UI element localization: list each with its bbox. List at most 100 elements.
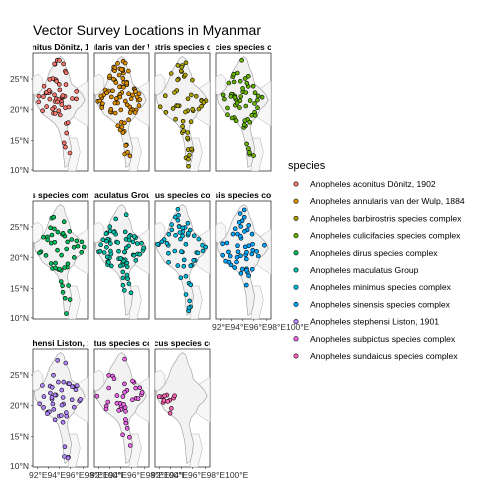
survey-point: [108, 106, 114, 112]
survey-point: [126, 234, 132, 239]
survey-point: [107, 224, 113, 229]
survey-point: [181, 128, 186, 133]
facet-panel: maculatus Group: [93, 190, 150, 320]
legend-key-icon: [293, 198, 299, 204]
survey-point: [57, 87, 63, 93]
survey-point: [124, 425, 130, 431]
survey-point: [100, 101, 105, 106]
legend-title: species: [288, 160, 326, 172]
survey-point: [173, 116, 178, 122]
survey-point: [164, 241, 170, 246]
survey-point: [128, 290, 134, 296]
survey-point: [180, 119, 186, 124]
legend-label: Anopheles maculatus Group: [310, 265, 419, 275]
survey-point: [127, 153, 133, 159]
survey-point: [50, 401, 56, 407]
survey-point: [185, 130, 190, 135]
legend-label: Anopheles dirus species complex: [310, 248, 438, 258]
survey-point: [231, 79, 237, 85]
survey-point: [175, 63, 181, 68]
survey-point: [49, 384, 55, 390]
survey-point: [168, 71, 174, 76]
facet-panel: dirus species complex 25°N 20°N 15°N 10°N: [10, 190, 89, 323]
survey-point: [232, 226, 238, 231]
survey-point: [220, 252, 225, 258]
survey-point: [136, 103, 142, 108]
survey-point: [62, 295, 68, 301]
survey-point: [131, 234, 137, 239]
survey-point: [121, 401, 126, 407]
survey-point: [108, 241, 113, 246]
survey-point: [244, 256, 249, 262]
survey-point: [252, 101, 257, 106]
survey-point: [127, 443, 133, 448]
survey-point: [250, 83, 256, 89]
survey-point: [49, 232, 55, 238]
survey-point: [185, 220, 191, 226]
survey-point: [189, 92, 194, 98]
survey-point: [137, 385, 143, 391]
survey-point: [66, 283, 71, 288]
survey-point: [61, 140, 67, 146]
survey-point: [233, 118, 239, 123]
survey-point: [98, 93, 104, 99]
survey-point: [169, 227, 175, 233]
survey-point: [52, 240, 58, 245]
legend-key-icon: [293, 250, 299, 256]
facet-panel: sinensis species complex 92°E94°E96°E98°E…: [191, 190, 310, 332]
survey-point: [175, 103, 181, 109]
facet-panel: sundaicus species complex 92°E94°E96°E98°…: [151, 338, 249, 480]
survey-point: [104, 239, 109, 244]
survey-point: [237, 105, 242, 110]
survey-point: [79, 239, 85, 245]
survey-point: [225, 112, 230, 117]
survey-point: [134, 94, 140, 100]
survey-point: [182, 72, 188, 78]
survey-point: [246, 273, 251, 279]
survey-point: [37, 250, 42, 256]
survey-point: [64, 410, 69, 415]
survey-point: [74, 238, 80, 244]
survey-point: [191, 257, 196, 263]
survey-point: [65, 120, 71, 125]
survey-point: [232, 95, 238, 100]
survey-point: [115, 240, 121, 245]
survey-point: [112, 65, 118, 70]
survey-point: [163, 93, 168, 98]
survey-point: [64, 130, 69, 136]
legend-key-icon: [293, 284, 299, 290]
survey-point: [118, 263, 123, 269]
survey-point: [255, 105, 260, 110]
survey-point: [103, 231, 109, 236]
survey-point: [172, 248, 178, 254]
facet-strip-label: stephensi Liston, 1901: [15, 338, 106, 348]
survey-point: [234, 100, 240, 106]
survey-point: [226, 249, 231, 255]
survey-point: [186, 305, 192, 311]
survey-point: [47, 96, 53, 102]
legend: species Anopheles aconitus Dönitz, 1902 An…: [288, 160, 465, 361]
survey-point: [123, 245, 129, 251]
survey-point: [98, 242, 103, 247]
survey-point: [60, 283, 65, 289]
survey-point: [40, 383, 45, 388]
y-tick-label: 15°N: [10, 135, 29, 145]
survey-point: [59, 402, 65, 408]
facet-panel: stephensi Liston, 1901 25°N 20°N 15°N 10°N92…: [10, 338, 127, 480]
survey-point: [186, 164, 191, 169]
survey-point: [249, 112, 255, 118]
survey-point: [50, 106, 55, 112]
survey-point: [251, 153, 256, 158]
survey-point: [244, 81, 250, 86]
survey-point: [196, 106, 202, 112]
survey-point: [81, 244, 87, 250]
survey-point: [187, 152, 192, 158]
survey-point: [188, 263, 193, 269]
legend-label: Anopheles aconitus Dönitz, 1902: [310, 179, 436, 189]
survey-point: [250, 266, 255, 272]
legend-label: Anopheles subpictus species complex: [310, 334, 456, 344]
facet-strip-label: sinensis species complex: [191, 190, 296, 200]
survey-point: [249, 231, 255, 237]
survey-point: [177, 230, 183, 235]
survey-point: [247, 98, 253, 103]
